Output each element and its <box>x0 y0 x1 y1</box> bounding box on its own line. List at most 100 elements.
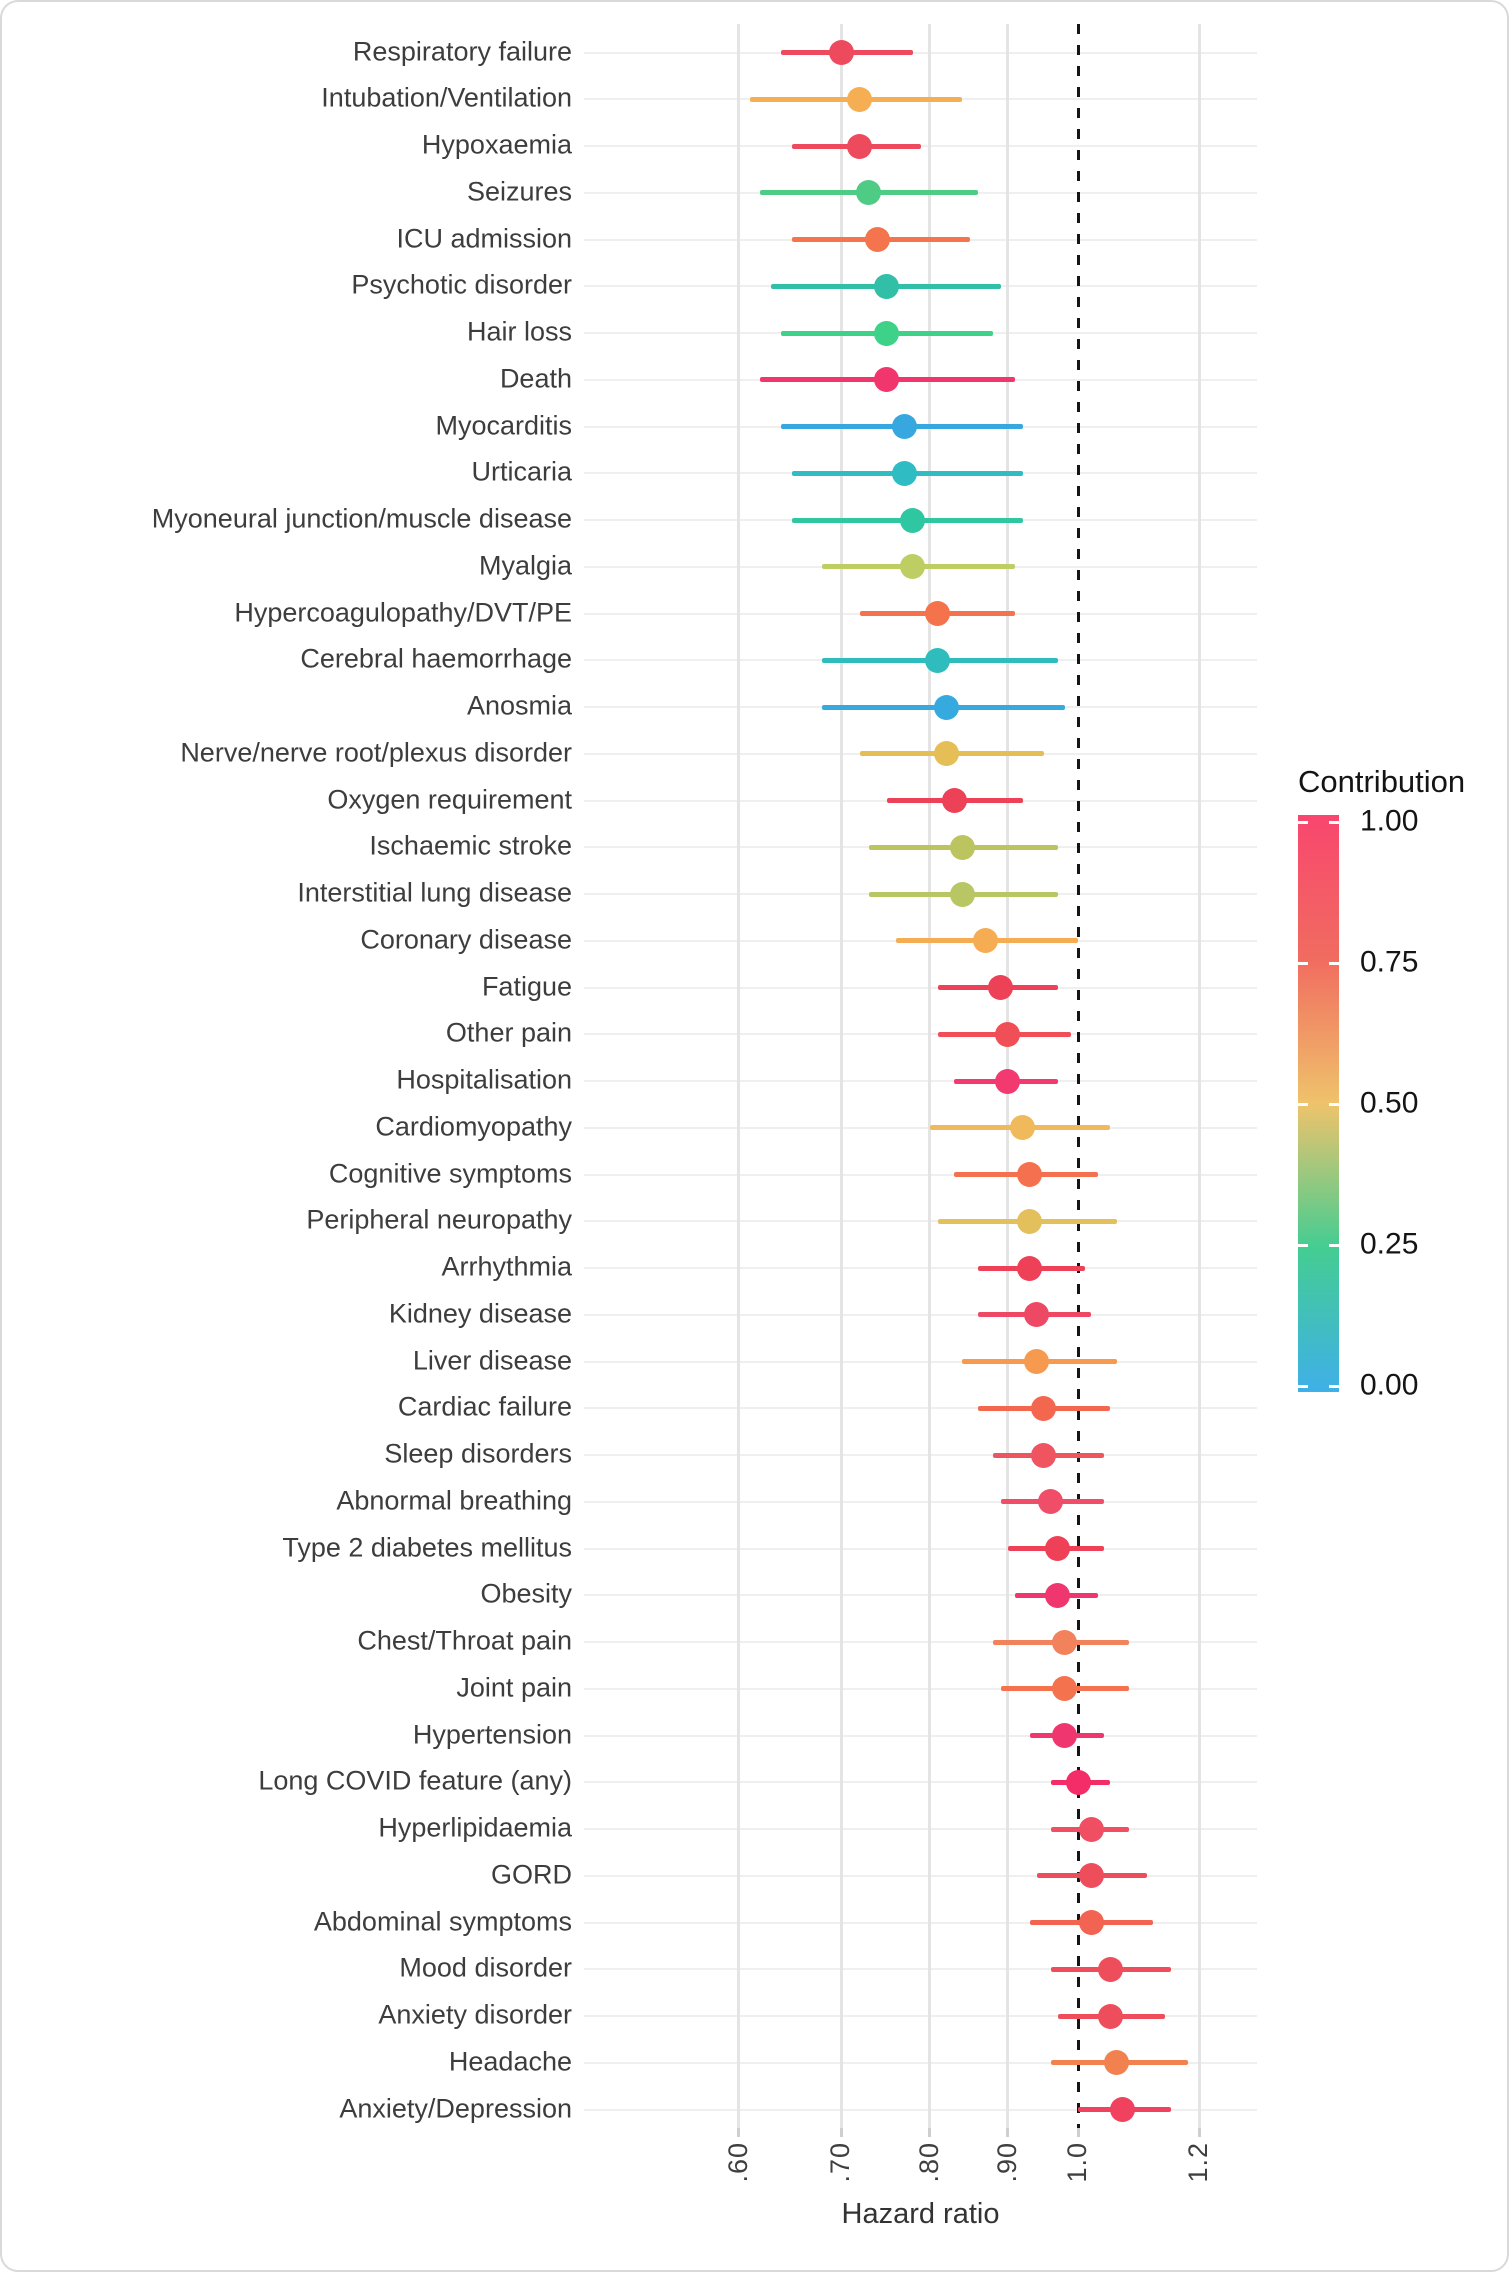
row-label: Myoneural junction/muscle disease <box>151 503 572 534</box>
point-estimate-dot <box>865 227 891 253</box>
row-gridline <box>584 1781 1257 1784</box>
row-label: Peripheral neuropathy <box>306 1204 572 1235</box>
row-gridline <box>584 1874 1257 1877</box>
colorbar-tick <box>1329 1384 1339 1388</box>
row-gridline <box>584 1547 1257 1550</box>
reference-line <box>1076 24 1080 2128</box>
row-label: Ischaemic stroke <box>369 830 572 861</box>
row-gridline <box>584 1313 1257 1316</box>
row-label: Hair loss <box>466 316 572 347</box>
point-estimate-dot <box>1045 1536 1071 1562</box>
row-label: Coronary disease <box>360 924 572 955</box>
point-estimate-dot <box>988 975 1014 1001</box>
x-tick-label: .60 <box>722 2142 753 2183</box>
point-estimate-dot <box>1031 1395 1057 1421</box>
point-estimate-dot <box>1017 1255 1043 1281</box>
x-tick-mark <box>1197 2128 1201 2137</box>
point-estimate-dot <box>925 647 951 673</box>
row-label: Cardiac failure <box>397 1391 572 1422</box>
point-estimate-dot <box>1024 1349 1050 1375</box>
point-estimate-dot <box>1065 1769 1091 1795</box>
colorbar-tick <box>1298 1384 1308 1388</box>
point-estimate-dot <box>1045 1582 1071 1608</box>
row-label: Abdominal symptoms <box>313 1905 572 1936</box>
point-estimate-dot <box>933 694 959 720</box>
x-tick-mark <box>737 2128 741 2137</box>
row-gridline <box>584 51 1257 54</box>
row-label: Anxiety disorder <box>378 1999 572 2030</box>
row-label: Hospitalisation <box>396 1064 572 1095</box>
row-label: Myalgia <box>478 550 572 581</box>
row-label: Joint pain <box>456 1672 572 1703</box>
row-gridline <box>584 1828 1257 1831</box>
row-gridline <box>584 1641 1257 1644</box>
point-estimate-dot <box>900 554 926 580</box>
row-gridline <box>584 2108 1257 2111</box>
point-estimate-dot <box>847 86 873 112</box>
row-label: Chest/Throat pain <box>357 1625 572 1656</box>
row-label: GORD <box>491 1859 572 1890</box>
row-label: Liver disease <box>412 1344 572 1375</box>
colorbar-label: 0.00 <box>1360 1368 1419 1402</box>
row-label: Other pain <box>445 1017 572 1048</box>
legend-title: Contribution <box>1298 764 1466 799</box>
row-gridline <box>584 1360 1257 1363</box>
x-tick-label: .80 <box>913 2142 944 2183</box>
x-tick-label: .90 <box>991 2142 1022 2183</box>
x-gridline <box>839 24 843 2128</box>
row-label: Abnormal breathing <box>336 1485 572 1516</box>
x-tick-mark <box>928 2128 932 2137</box>
x-gridline <box>928 24 932 2128</box>
plot-panel <box>584 24 1257 2128</box>
row-gridline <box>584 1734 1257 1737</box>
x-tick-label: .70 <box>825 2142 855 2183</box>
row-gridline <box>584 1126 1257 1129</box>
point-estimate-dot <box>900 507 926 533</box>
x-gridline <box>1197 24 1201 2128</box>
point-estimate-dot <box>1052 1629 1078 1655</box>
x-tick-label: 1.2 <box>1183 2142 1214 2183</box>
x-gridline <box>737 24 741 2128</box>
row-label: Cardiomyopathy <box>375 1111 572 1142</box>
colorbar-label: 1.00 <box>1360 804 1419 838</box>
point-estimate-dot <box>995 1021 1021 1047</box>
row-label: Oxygen requirement <box>327 783 572 814</box>
row-label: Cerebral haemorrhage <box>300 643 572 674</box>
row-gridline <box>584 1454 1257 1457</box>
point-estimate-dot <box>972 928 998 954</box>
point-estimate-dot <box>1078 1863 1104 1889</box>
row-label: Psychotic disorder <box>351 269 572 300</box>
colorbar-tick <box>1298 1243 1308 1247</box>
row-label: Type 2 diabetes mellitus <box>282 1531 572 1562</box>
point-estimate-dot <box>1010 1115 1036 1141</box>
point-estimate-dot <box>828 40 854 66</box>
point-estimate-dot <box>995 1068 1021 1094</box>
point-estimate-dot <box>891 414 917 440</box>
row-gridline <box>584 1267 1257 1270</box>
row-label: Nerve/nerve root/plexus disorder <box>180 737 572 768</box>
colorbar-tick <box>1329 1102 1339 1106</box>
point-estimate-dot <box>941 788 967 814</box>
point-estimate-dot <box>1078 1816 1104 1842</box>
point-estimate-dot <box>891 460 917 486</box>
row-label: Hypertension <box>412 1718 572 1749</box>
row-gridline <box>584 1033 1257 1036</box>
point-estimate-dot <box>1097 1956 1123 1982</box>
row-gridline <box>584 1080 1257 1083</box>
row-label: Death <box>499 363 572 394</box>
point-estimate-dot <box>856 180 882 206</box>
row-label: Arrhythmia <box>441 1251 572 1282</box>
row-gridline <box>584 2061 1257 2064</box>
row-label: Obesity <box>480 1578 572 1609</box>
row-label: Sleep disorders <box>384 1438 572 1469</box>
colorbar-tick <box>1329 1243 1339 1247</box>
colorbar-tick <box>1298 820 1308 824</box>
x-tick-mark <box>1006 2128 1010 2137</box>
point-estimate-dot <box>1024 1302 1050 1328</box>
point-estimate-dot <box>949 834 975 860</box>
point-estimate-dot <box>1031 1442 1057 1468</box>
row-gridline <box>584 1594 1257 1597</box>
row-label: Long COVID feature (any) <box>258 1765 572 1796</box>
row-label: Hypoxaemia <box>421 129 572 160</box>
point-estimate-dot <box>949 881 975 907</box>
